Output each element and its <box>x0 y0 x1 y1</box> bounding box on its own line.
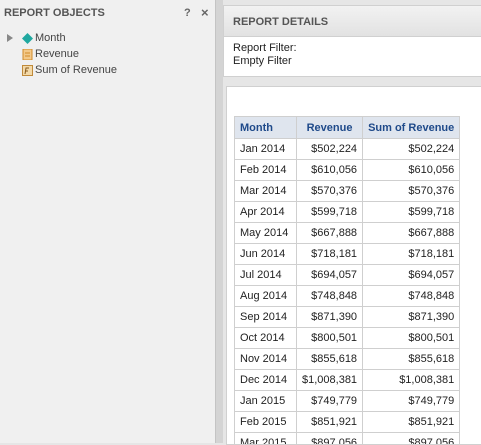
item-label: Month <box>35 32 66 44</box>
table-cell: $855,618 <box>297 349 363 370</box>
table-cell: $570,376 <box>297 181 363 202</box>
table-cell: $871,390 <box>297 307 363 328</box>
table-cell: $749,779 <box>297 391 363 412</box>
table-cell: Feb 2015 <box>235 412 297 433</box>
table-cell: $749,779 <box>363 391 460 412</box>
table-cell: $502,224 <box>297 139 363 160</box>
close-button[interactable]: × <box>201 5 209 20</box>
table-cell: $748,848 <box>363 286 460 307</box>
table-cell: Nov 2014 <box>235 349 297 370</box>
table-cell: Sep 2014 <box>235 307 297 328</box>
table-row: May 2014$667,888$667,888 <box>235 223 460 244</box>
table-cell: Dec 2014 <box>235 370 297 391</box>
table-cell: $667,888 <box>297 223 363 244</box>
table-cell: $851,921 <box>363 412 460 433</box>
table-cell: $897,056 <box>363 433 460 445</box>
table-row: Apr 2014$599,718$599,718 <box>235 202 460 223</box>
table-row: Mar 2014$570,376$570,376 <box>235 181 460 202</box>
table-cell: $718,181 <box>297 244 363 265</box>
table-cell: Aug 2014 <box>235 286 297 307</box>
table-cell: $1,008,381 <box>363 370 460 391</box>
table-row: Feb 2015$851,921$851,921 <box>235 412 460 433</box>
calc-icon <box>22 65 33 76</box>
panel-header: REPORT DETAILS <box>224 6 481 37</box>
table-cell: Mar 2014 <box>235 181 297 202</box>
report-details-panel: REPORT DETAILS Report Filter: Empty Filt… <box>223 5 481 77</box>
table-cell: Feb 2014 <box>235 160 297 181</box>
table-cell: $610,056 <box>297 160 363 181</box>
table-row: Jan 2014$502,224$502,224 <box>235 139 460 160</box>
table-row: Oct 2014$800,501$800,501 <box>235 328 460 349</box>
splitter[interactable] <box>215 0 223 443</box>
item-label: Sum of Revenue <box>35 64 117 76</box>
table-cell: May 2014 <box>235 223 297 244</box>
expand-arrow[interactable] <box>5 33 15 43</box>
column-header[interactable]: Revenue <box>297 117 363 139</box>
table-cell: $897,056 <box>297 433 363 445</box>
table-cell: Mar 2015 <box>235 433 297 445</box>
column-header[interactable]: Month <box>235 117 297 139</box>
table-cell: $694,057 <box>363 265 460 286</box>
table-cell: $502,224 <box>363 139 460 160</box>
table-row: Jul 2014$694,057$694,057 <box>235 265 460 286</box>
panel-title: REPORT OBJECTS <box>4 7 105 19</box>
table-cell: $748,848 <box>297 286 363 307</box>
table-cell: $851,921 <box>297 412 363 433</box>
table-cell: $570,376 <box>363 181 460 202</box>
table-cell: Oct 2014 <box>235 328 297 349</box>
table-row: Jan 2015$749,779$749,779 <box>235 391 460 412</box>
filter-value: Empty Filter <box>233 55 292 67</box>
table-cell: Apr 2014 <box>235 202 297 223</box>
table-cell: Jan 2014 <box>235 139 297 160</box>
table-cell: $694,057 <box>297 265 363 286</box>
table-cell: Jul 2014 <box>235 265 297 286</box>
column-header[interactable]: Sum of Revenue <box>363 117 460 139</box>
panel-title: REPORT DETAILS <box>233 16 328 28</box>
table-cell: Jan 2015 <box>235 391 297 412</box>
table-row: Aug 2014$748,848$748,848 <box>235 286 460 307</box>
measure-icon <box>22 49 33 60</box>
table-cell: $855,618 <box>363 349 460 370</box>
table-cell: $871,390 <box>363 307 460 328</box>
table-row: Sep 2014$871,390$871,390 <box>235 307 460 328</box>
table-row: Feb 2014$610,056$610,056 <box>235 160 460 181</box>
table-cell: $800,501 <box>363 328 460 349</box>
help-button[interactable]: ? <box>184 7 191 19</box>
dimension-icon <box>22 33 33 44</box>
table-row: Mar 2015$897,056$897,056 <box>235 433 460 445</box>
table-row: Jun 2014$718,181$718,181 <box>235 244 460 265</box>
item-label: Revenue <box>35 48 79 60</box>
table-cell: $599,718 <box>363 202 460 223</box>
table-cell: $800,501 <box>297 328 363 349</box>
table-cell: $610,056 <box>363 160 460 181</box>
table-cell: $1,008,381 <box>297 370 363 391</box>
table-cell: $599,718 <box>297 202 363 223</box>
table-row: Nov 2014$855,618$855,618 <box>235 349 460 370</box>
table-row: Dec 2014$1,008,381$1,008,381 <box>235 370 460 391</box>
table-cell: $667,888 <box>363 223 460 244</box>
table-cell: Jun 2014 <box>235 244 297 265</box>
table-cell: $718,181 <box>363 244 460 265</box>
report-objects-panel: REPORT OBJECTS ? × Month Revenue Sum of … <box>0 0 215 443</box>
filter-label: Report Filter: <box>233 42 297 54</box>
